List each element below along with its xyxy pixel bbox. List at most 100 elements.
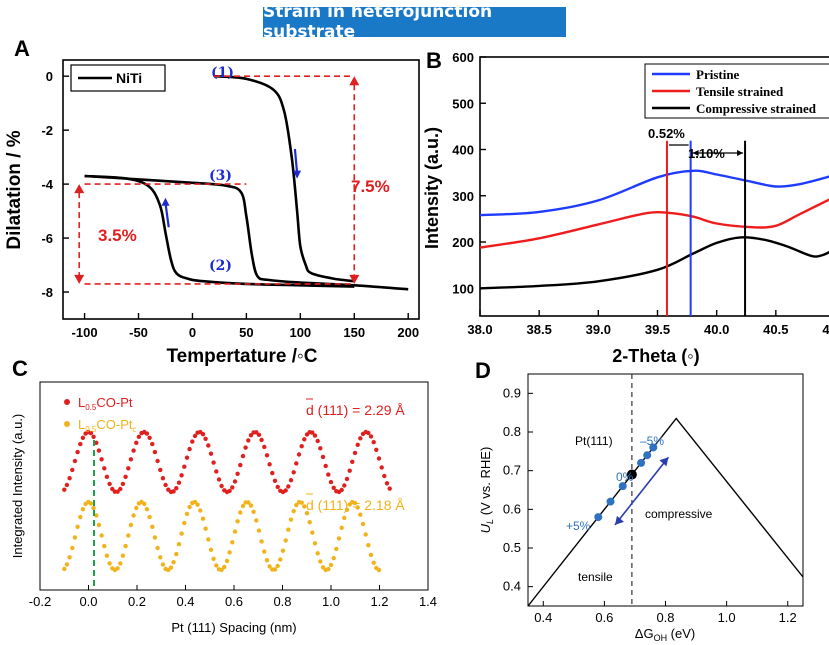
- point-1: [339, 525, 344, 530]
- point-0: [379, 465, 384, 470]
- point-0: [312, 433, 318, 438]
- x-tick-label: 200: [397, 325, 419, 340]
- point-0: [320, 454, 326, 460]
- panel-c-points: [62, 429, 392, 573]
- y-tick-label: 0.4: [503, 579, 521, 594]
- panel-a-letter: A: [14, 36, 30, 61]
- legend-compressive: Compressive strained: [696, 101, 817, 116]
- point-1: [195, 502, 200, 507]
- panel-c-legend: L0.5CO-Pt L0.5CO-Ptc: [64, 395, 136, 434]
- point-1: [96, 522, 102, 528]
- niti-curve-heating: [84, 174, 409, 291]
- point-0: [288, 478, 294, 483]
- panel-b-curves: [479, 140, 829, 316]
- point-1: [91, 505, 96, 511]
- xlabel-sub: OH: [654, 633, 668, 643]
- point-1: [214, 563, 219, 568]
- point-0: [104, 474, 110, 479]
- point-1: [310, 530, 315, 535]
- point-1: [331, 555, 336, 561]
- strain-point: [643, 451, 652, 460]
- point-0: [246, 438, 251, 443]
- point-1: [64, 562, 70, 567]
- point-0: [206, 443, 211, 448]
- panel-d-annotations: Pt(111) –5% 0% +5% compressive tensile: [566, 434, 713, 584]
- point-0: [192, 433, 198, 439]
- point-1: [206, 537, 211, 542]
- y-tick-label: 300: [452, 189, 474, 204]
- x-tick-label: 40.0: [704, 322, 729, 337]
- point-1: [94, 513, 99, 518]
- x-tick-label: 0.8: [656, 610, 674, 625]
- point-0: [96, 448, 102, 453]
- point-0: [99, 457, 104, 462]
- panel-c-xlabel: Pt (111) Spacing (nm): [171, 620, 296, 635]
- point-0: [326, 472, 331, 477]
- y-tick-label: 0: [46, 69, 53, 84]
- point-0: [323, 463, 328, 469]
- point-0: [120, 481, 126, 487]
- point-1: [238, 510, 243, 515]
- panel-a-xlabel: Tempertature /◦C: [166, 346, 317, 367]
- point-1: [246, 500, 251, 505]
- x-tick-label: 150: [343, 325, 365, 340]
- point-0: [368, 434, 374, 439]
- point-0: [78, 441, 83, 447]
- point-0: [70, 467, 75, 473]
- point-0: [259, 437, 264, 443]
- point-0: [107, 481, 112, 487]
- point-1: [358, 512, 363, 517]
- panel-b-ticks: 38.0 38.5 39.0 39.5 40.0 40.5 41.0 100 200 300 400…: [452, 50, 829, 337]
- point-0: [358, 436, 363, 441]
- panel-a-frame: [62, 59, 420, 320]
- panel-b-annotations: 0.52% 1.10%: [648, 126, 725, 161]
- point-1: [70, 545, 75, 551]
- point-1: [315, 551, 320, 556]
- legend-tensile: Tensile strained: [696, 84, 784, 99]
- point-1: [102, 543, 107, 549]
- y-tick-label: 200: [452, 235, 474, 250]
- point-0: [203, 436, 208, 441]
- point-0: [291, 470, 296, 475]
- point-0: [214, 469, 219, 474]
- point-1: [182, 520, 187, 526]
- point-1: [120, 553, 126, 558]
- point-0: [91, 434, 96, 439]
- y-tick-label: 0.9: [503, 385, 521, 400]
- point-1: [152, 535, 158, 540]
- point-0: [310, 430, 315, 435]
- legend-ptc-tail-sub: c: [132, 425, 136, 434]
- point-0: [302, 437, 307, 442]
- point-0: [72, 458, 78, 464]
- point-1: [288, 517, 294, 522]
- point-0: [136, 434, 142, 439]
- legend-label-pt: L0.5CO-Pt: [78, 395, 133, 412]
- panel-d-ticks: 0.4 0.6 0.8 1.0 1.2 0.4 0.5 0.6 0.7 0.8 0.9: [503, 385, 797, 625]
- point-0: [240, 453, 246, 459]
- panel-d-lines: [527, 374, 804, 607]
- point-0: [182, 464, 187, 469]
- point-0: [235, 471, 240, 476]
- point-1: [304, 511, 310, 516]
- panel-a-legend: NiTi: [70, 64, 166, 92]
- point-0: [131, 448, 136, 453]
- point-1: [99, 533, 104, 538]
- x-tick-label: 39.5: [645, 322, 670, 337]
- point-0: [64, 482, 70, 488]
- legend-pristine: Pristine: [696, 67, 740, 82]
- x-tick-label: 100: [289, 325, 311, 340]
- point-1: [299, 500, 304, 505]
- point-1: [272, 567, 278, 572]
- point-0: [67, 476, 72, 481]
- point-1: [155, 545, 160, 551]
- d-spacing-pt-label: d (111) = 2.29 Å: [306, 402, 405, 418]
- compressive-label: compressive: [645, 507, 713, 521]
- x-tick-label: 0.0: [79, 594, 97, 609]
- x-tick-label: 1.2: [370, 594, 388, 609]
- pt111-label: Pt(111): [575, 434, 613, 448]
- panel-c-letter: C: [12, 356, 28, 381]
- point-0: [184, 455, 190, 460]
- point-0: [382, 473, 387, 479]
- x-tick-label: 0.6: [225, 594, 243, 609]
- point-0: [315, 438, 320, 444]
